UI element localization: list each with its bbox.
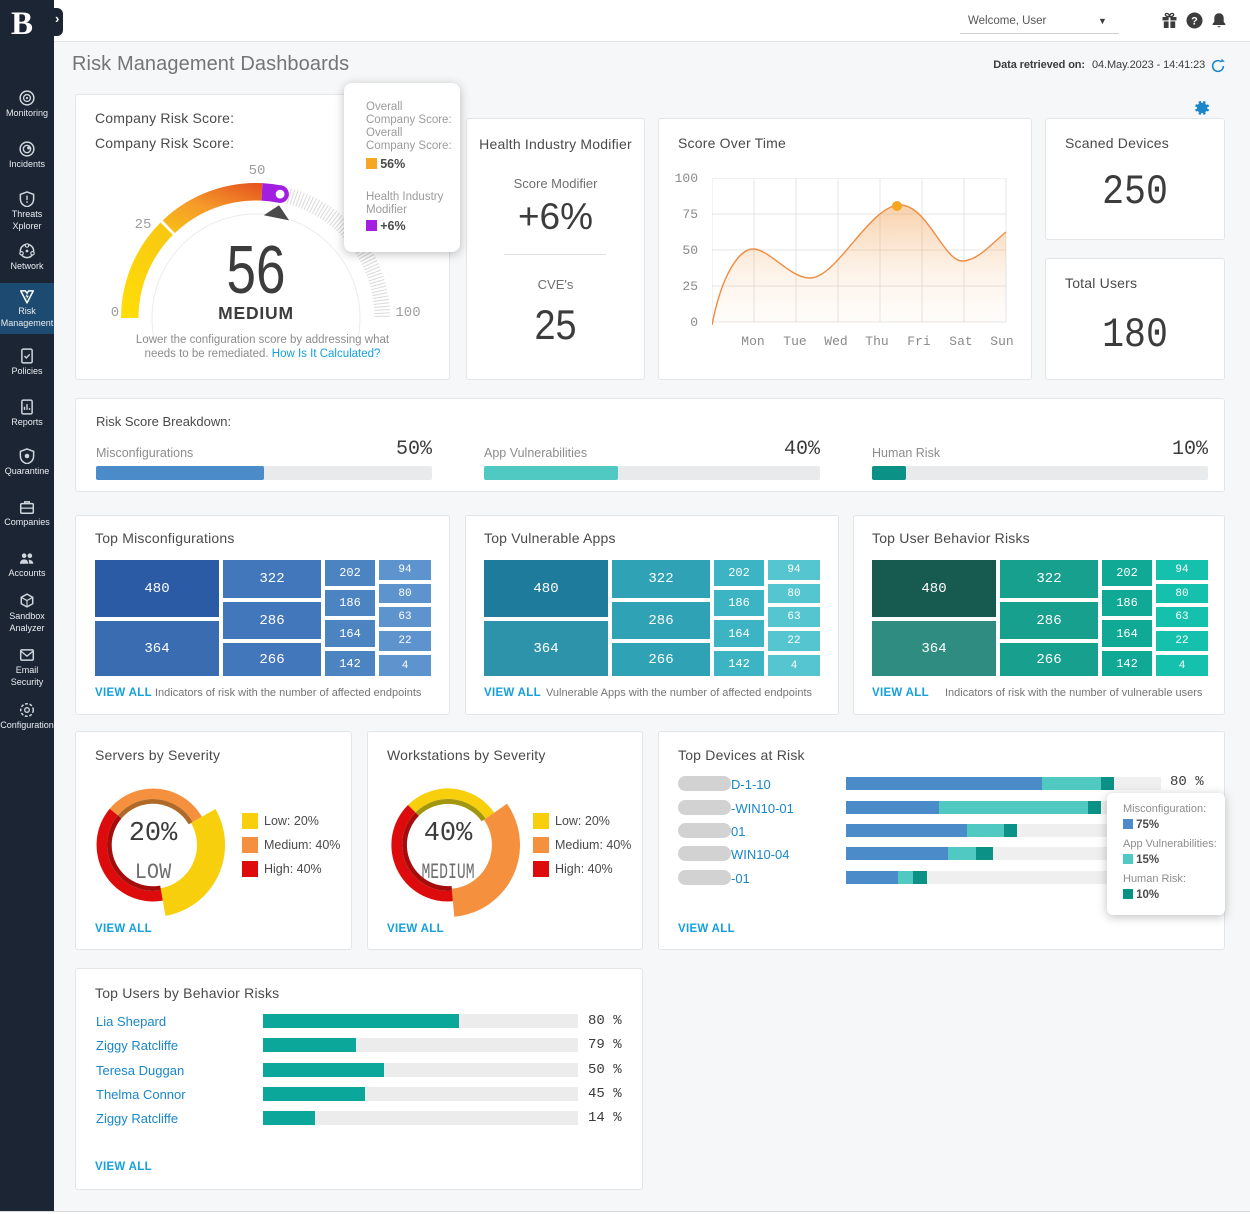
svg-text:?: ? bbox=[1191, 16, 1198, 28]
